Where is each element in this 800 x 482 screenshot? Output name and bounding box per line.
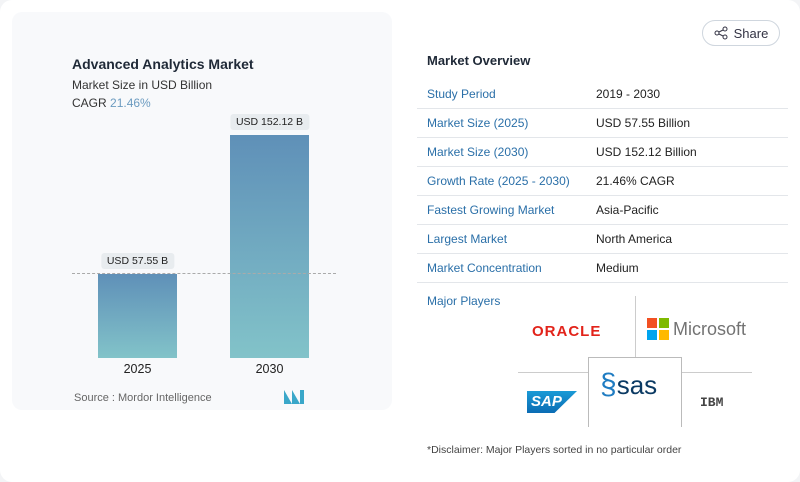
row-value: 2019 - 2030 (596, 87, 661, 101)
row-value: Asia-Pacific (596, 203, 659, 217)
major-players-title: Major Players (427, 294, 501, 308)
bar-2030 (230, 135, 309, 358)
microsoft-logo: Microsoft (647, 318, 746, 340)
overview-row: Growth Rate (2025 - 2030) 21.46% CAGR (417, 167, 788, 196)
sas-text: sas (616, 369, 658, 400)
share-button[interactable]: Share (702, 20, 780, 46)
overview-row: Market Concentration Medium (417, 254, 788, 283)
row-label: Market Concentration (427, 261, 542, 275)
overview-row: Largest Market North America (417, 225, 788, 254)
cagr-value: 21.46% (110, 96, 151, 110)
microsoft-windows-icon (647, 318, 669, 340)
row-label: Study Period (427, 87, 496, 101)
data-label: USD 57.55 B (100, 252, 175, 269)
bar-2025 (98, 273, 177, 358)
chart-subtitle: Market Size in USD Billion (72, 78, 213, 92)
x-tick-label: 2025 (123, 362, 152, 376)
reference-line (72, 273, 336, 274)
overview-row: Market Size (2030) USD 152.12 Billion (417, 138, 788, 167)
source-text: Source : Mordor Intelligence (74, 392, 212, 404)
row-label: Growth Rate (2025 - 2030) (427, 174, 570, 188)
row-label: Largest Market (427, 232, 508, 246)
sap-logo: SAP (527, 391, 577, 413)
overview-title: Market Overview (427, 53, 531, 68)
cagr-label: CAGR (72, 96, 107, 110)
row-label: Fastest Growing Market (427, 203, 555, 217)
x-tick-label: 2030 (255, 362, 284, 376)
overview-row: Study Period 2019 - 2030 (417, 80, 788, 109)
disclaimer: *Disclaimer: Major Players sorted in no … (427, 444, 682, 456)
cagr: CAGR 21.46% (72, 96, 151, 110)
microsoft-text: Microsoft (673, 318, 747, 339)
row-value: 21.46% CAGR (596, 174, 675, 188)
row-value: North America (596, 232, 673, 246)
data-label: USD 152.12 B (229, 114, 310, 130)
oracle-logo: ORACLE (532, 323, 602, 340)
divider (635, 296, 636, 357)
row-value: Medium (596, 261, 639, 275)
share-icon (714, 26, 728, 40)
sas-logo-box (588, 357, 682, 427)
sas-swirl-icon: § (600, 368, 617, 401)
row-label: Market Size (2025) (427, 116, 529, 130)
overview-row: Market Size (2025) USD 57.55 Billion (417, 109, 788, 138)
share-label: Share (733, 25, 769, 41)
mordor-logo-icon (284, 390, 304, 404)
row-value: USD 152.12 Billion (596, 145, 697, 159)
sas-logo: § sas (600, 368, 657, 402)
chart-title: Advanced Analytics Market (72, 56, 254, 72)
overview-row: Fastest Growing Market Asia-Pacific (417, 196, 788, 225)
row-label: Market Size (2030) (427, 145, 529, 159)
row-value: USD 57.55 Billion (596, 116, 691, 130)
chart-panel (12, 12, 392, 410)
ibm-logo: IBM (700, 395, 724, 410)
